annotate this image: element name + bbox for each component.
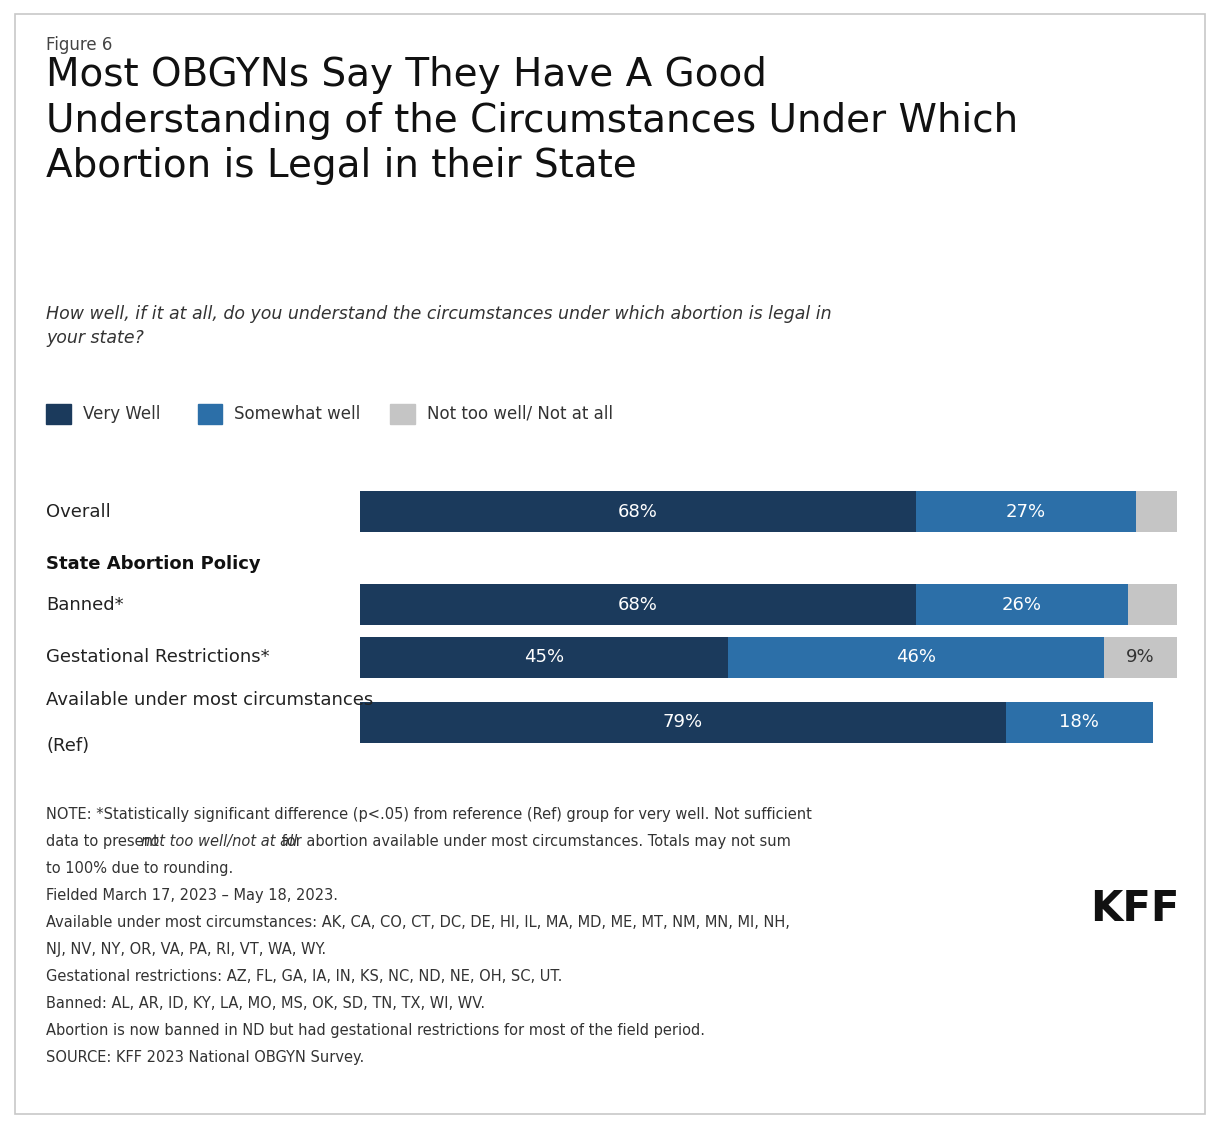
Bar [360,492,916,531]
Text: 79%: 79% [662,714,703,731]
Bar [916,584,1128,625]
Text: 9%: 9% [1126,649,1155,667]
Bar [360,637,728,678]
Text: 68%: 68% [617,596,658,614]
Text: to 100% due to rounding.: to 100% due to rounding. [46,861,233,875]
Text: NJ, NV, NY, OR, VA, PA, RI, VT, WA, WY.: NJ, NV, NY, OR, VA, PA, RI, VT, WA, WY. [46,942,327,957]
Text: 45%: 45% [523,649,564,667]
Text: NOTE: *Statistically significant difference (p<.05) from reference (Ref) group f: NOTE: *Statistically significant differe… [46,807,813,821]
Bar [916,492,1137,531]
Bar [1104,637,1177,678]
Text: Gestational restrictions: AZ, FL, GA, IA, IN, KS, NC, ND, NE, OH, SC, UT.: Gestational restrictions: AZ, FL, GA, IA… [46,969,562,984]
Text: SOURCE: KFF 2023 National OBGYN Survey.: SOURCE: KFF 2023 National OBGYN Survey. [46,1050,365,1065]
Text: Gestational Restrictions*: Gestational Restrictions* [46,649,270,667]
Text: Banned: AL, AR, ID, KY, LA, MO, MS, OK, SD, TN, TX, WI, WV.: Banned: AL, AR, ID, KY, LA, MO, MS, OK, … [46,996,486,1011]
Text: Banned*: Banned* [46,596,124,614]
Bar [1128,584,1177,625]
Text: KFF: KFF [1089,888,1180,929]
Text: Overall: Overall [46,503,111,520]
Text: data to present: data to present [46,834,163,848]
Text: 46%: 46% [895,649,936,667]
Bar [1005,703,1153,742]
Bar [728,637,1104,678]
Text: for abortion available under most circumstances. Totals may not sum: for abortion available under most circum… [277,834,791,848]
Text: Available under most circumstances: AK, CA, CO, CT, DC, DE, HI, IL, MA, MD, ME, : Available under most circumstances: AK, … [46,915,791,929]
Bar [198,404,222,424]
Text: 18%: 18% [1059,714,1099,731]
Text: Fielded March 17, 2023 – May 18, 2023.: Fielded March 17, 2023 – May 18, 2023. [46,888,338,902]
Text: (Ref): (Ref) [46,738,89,755]
Bar [46,404,71,424]
Text: 27%: 27% [1006,503,1046,520]
Text: Not too well/ Not at all: Not too well/ Not at all [427,405,612,423]
Bar [1137,492,1177,531]
Text: Somewhat well: Somewhat well [234,405,360,423]
Text: Figure 6: Figure 6 [46,36,112,54]
Bar [360,584,916,625]
Text: State Abortion Policy: State Abortion Policy [46,555,261,573]
Text: Very Well: Very Well [83,405,160,423]
Text: Abortion is now banned in ND but had gestational restrictions for most of the fi: Abortion is now banned in ND but had ges… [46,1023,705,1038]
Text: 26%: 26% [1002,596,1042,614]
Text: Available under most circumstances: Available under most circumstances [46,691,373,710]
Bar [360,703,1005,742]
Bar [390,404,415,424]
Text: not too well/not at all: not too well/not at all [142,834,298,848]
Text: 68%: 68% [617,503,658,520]
Text: How well, if it at all, do you understand the circumstances under which abortion: How well, if it at all, do you understan… [46,305,832,347]
Text: Most OBGYNs Say They Have A Good
Understanding of the Circumstances Under Which
: Most OBGYNs Say They Have A Good Underst… [46,56,1019,185]
